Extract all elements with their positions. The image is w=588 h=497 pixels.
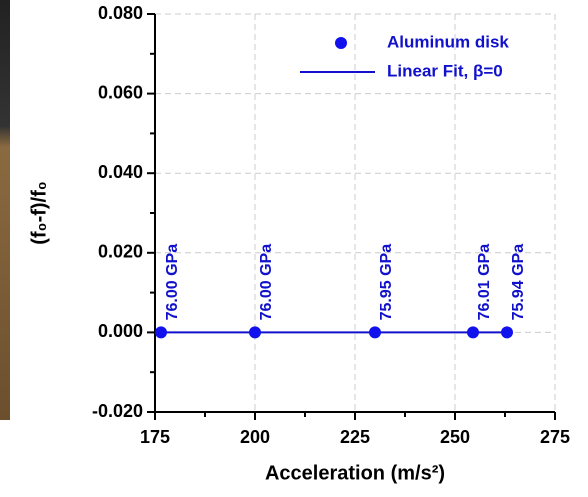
legend-label: Linear Fit, β=0 bbox=[387, 61, 503, 80]
x-tick-label: 225 bbox=[340, 427, 370, 447]
point-label: 75.94 GPa bbox=[510, 244, 527, 321]
legend-marker bbox=[335, 37, 347, 49]
data-point bbox=[467, 326, 479, 339]
point-label: 76.01 GPa bbox=[476, 244, 493, 321]
point-label: 76.00 GPa bbox=[258, 244, 275, 321]
y-tick-label: 0.020 bbox=[98, 242, 143, 262]
y-tick-label: 0.080 bbox=[98, 3, 143, 23]
y-tick-label: 0.060 bbox=[98, 82, 143, 102]
y-axis-title: (f₀-f)/f₀ bbox=[28, 181, 50, 245]
y-tick-label: 0.000 bbox=[98, 321, 143, 341]
photo-edge bbox=[0, 0, 10, 420]
y-tick-label: -0.020 bbox=[92, 401, 143, 421]
x-tick-label: 275 bbox=[540, 427, 570, 447]
x-tick-label: 200 bbox=[240, 427, 270, 447]
x-axis-title: Acceleration (m/s²) bbox=[265, 462, 445, 484]
point-label: 76.00 GPa bbox=[164, 244, 181, 321]
x-tick-label: 250 bbox=[440, 427, 470, 447]
x-tick-label: 175 bbox=[140, 427, 170, 447]
point-label: 75.95 GPa bbox=[378, 244, 395, 321]
y-tick-label: 0.040 bbox=[98, 162, 143, 182]
data-point bbox=[155, 326, 167, 339]
data-point bbox=[501, 326, 513, 339]
legend-label: Aluminum disk bbox=[387, 32, 509, 51]
data-point bbox=[249, 326, 261, 339]
data-point bbox=[369, 326, 381, 339]
